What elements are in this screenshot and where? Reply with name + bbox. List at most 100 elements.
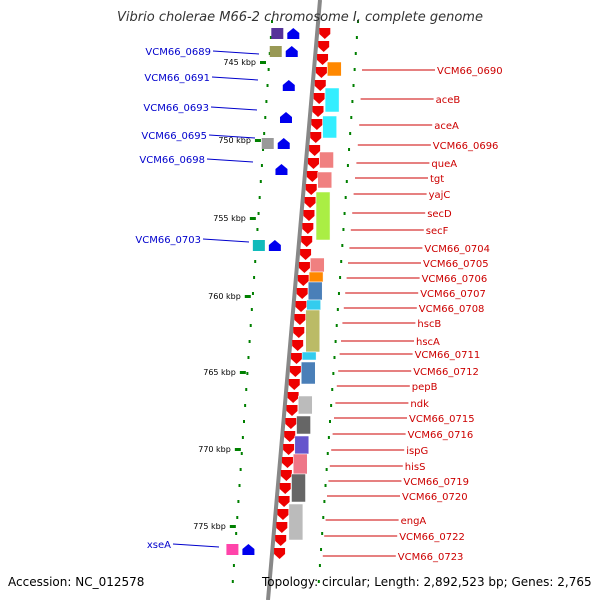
forward-gene-label[interactable]: VCM66_0704 bbox=[424, 244, 490, 255]
scale-label: 765 kbp bbox=[203, 368, 236, 377]
scale-tick bbox=[249, 217, 256, 220]
reverse-gene-leader bbox=[210, 106, 258, 111]
forward-gene-label[interactable]: engA bbox=[401, 516, 427, 527]
forward-gene-label[interactable]: VCM66_0696 bbox=[433, 141, 499, 152]
ring-dot bbox=[350, 116, 353, 119]
forward-gene-label[interactable]: VCM66_0723 bbox=[398, 552, 464, 563]
reverse-gene-label[interactable]: VCM66_0695 bbox=[141, 131, 207, 142]
ring-dot bbox=[351, 100, 354, 103]
ring-dot bbox=[248, 340, 251, 343]
ring-dot bbox=[267, 68, 270, 71]
forward-gene-label[interactable]: aceB bbox=[436, 95, 461, 106]
forward-gene-label[interactable]: VCM66_0705 bbox=[423, 259, 489, 270]
topology: Topology: circular; Length: 2,892,523 bp… bbox=[262, 575, 592, 589]
ring-dot bbox=[335, 324, 338, 327]
reverse-gene-leader bbox=[211, 76, 259, 81]
ring-dot bbox=[339, 276, 342, 279]
forward-gene-arrow bbox=[294, 314, 306, 325]
ring-dot bbox=[236, 516, 239, 519]
reverse-gene-arrow bbox=[282, 80, 295, 91]
forward-gene-label[interactable]: VCM66_0707 bbox=[420, 289, 486, 300]
reverse-gene-arrow bbox=[279, 112, 292, 123]
forward-gene-label[interactable]: VCM66_0706 bbox=[422, 274, 488, 285]
reverse-gene-label[interactable]: xseA bbox=[147, 540, 171, 551]
forward-gene-arrow bbox=[317, 54, 329, 65]
forward-gene-label[interactable]: secF bbox=[426, 226, 449, 237]
forward-gene-label[interactable]: tgt bbox=[430, 174, 444, 185]
forward-gene-arrow bbox=[304, 197, 316, 208]
reverse-gene-leader bbox=[202, 238, 250, 243]
forward-gene-arrow bbox=[312, 106, 324, 117]
forward-gene-label[interactable]: queA bbox=[431, 159, 457, 170]
forward-gene-arrow bbox=[310, 132, 322, 143]
ring-dot bbox=[325, 468, 328, 471]
forward-gene-label[interactable]: VCM66_0719 bbox=[403, 477, 469, 488]
forward-gene-arrow bbox=[280, 470, 292, 481]
forward-gene-label[interactable]: hscA bbox=[416, 337, 440, 348]
forward-gene-label[interactable]: secD bbox=[427, 209, 452, 220]
scale-tick bbox=[229, 525, 236, 528]
ring-dot bbox=[245, 388, 248, 391]
forward-gene-label[interactable]: VCM66_0716 bbox=[408, 430, 474, 441]
scale-label: 755 kbp bbox=[213, 214, 246, 223]
ring-dot bbox=[352, 84, 355, 87]
gene-category-block bbox=[288, 503, 304, 541]
ring-dot bbox=[259, 180, 262, 183]
ring-dot bbox=[344, 196, 347, 199]
ring-dot bbox=[341, 244, 344, 247]
reverse-gene-label[interactable]: VCM66_0703 bbox=[135, 235, 201, 246]
forward-gene-label[interactable]: VCM66_0690 bbox=[437, 66, 503, 77]
reverse-gene-label[interactable]: VCM66_0698 bbox=[139, 155, 205, 166]
accession: Accession: NC_012578 bbox=[8, 575, 145, 589]
reverse-gene-arrow bbox=[275, 164, 288, 175]
forward-gene-arrow bbox=[302, 223, 314, 234]
gene-category-block bbox=[291, 473, 306, 503]
gene-category-block bbox=[324, 87, 340, 113]
gene-category-block bbox=[327, 61, 342, 77]
forward-gene-arrow bbox=[298, 262, 310, 273]
ring-dot bbox=[235, 532, 238, 535]
ring-dot bbox=[330, 404, 333, 407]
forward-gene-label[interactable]: VCM66_0712 bbox=[413, 367, 479, 378]
forward-gene-arrow bbox=[284, 431, 296, 442]
ring-dot bbox=[254, 260, 257, 263]
ring-dot bbox=[231, 580, 234, 583]
forward-gene-arrow bbox=[307, 158, 319, 169]
ring-dot bbox=[244, 404, 247, 407]
forward-gene-arrow bbox=[277, 509, 289, 520]
forward-gene-label[interactable]: VCM66_0711 bbox=[415, 350, 481, 361]
ring-dot bbox=[269, 36, 272, 39]
gene-category-block bbox=[305, 309, 321, 353]
reverse-gene-label[interactable]: VCM66_0691 bbox=[144, 73, 210, 84]
forward-gene-arrow bbox=[275, 535, 287, 546]
ring-dot bbox=[241, 436, 244, 439]
forward-gene-label[interactable]: ndk bbox=[410, 399, 429, 410]
forward-gene-label[interactable]: VCM66_0720 bbox=[402, 492, 468, 503]
gene-category-block bbox=[308, 271, 324, 283]
ring-dot bbox=[265, 100, 268, 103]
forward-gene-label[interactable]: ispG bbox=[406, 446, 428, 457]
forward-gene-arrow bbox=[283, 444, 295, 455]
forward-gene-label[interactable]: hscB bbox=[417, 319, 441, 330]
forward-gene-label[interactable]: yajC bbox=[429, 190, 451, 201]
reverse-gene-block bbox=[252, 240, 265, 251]
scale-tick bbox=[260, 61, 266, 64]
reverse-gene-block bbox=[269, 46, 282, 57]
reverse-gene-label[interactable]: VCM66_0689 bbox=[145, 47, 211, 58]
forward-gene-label[interactable]: aceA bbox=[434, 121, 459, 132]
reverse-gene-label[interactable]: VCM66_0693 bbox=[143, 103, 209, 114]
gene-category-block bbox=[319, 151, 334, 169]
forward-gene-label[interactable]: hisS bbox=[405, 462, 426, 473]
forward-gene-arrow bbox=[278, 496, 290, 507]
ring-dot bbox=[239, 468, 242, 471]
forward-gene-label[interactable]: VCM66_0722 bbox=[399, 532, 465, 543]
forward-gene-label[interactable]: VCM66_0715 bbox=[409, 414, 475, 425]
ring-dot bbox=[354, 52, 357, 55]
ring-dot bbox=[257, 212, 260, 215]
forward-gene-label[interactable]: pepB bbox=[412, 382, 438, 393]
gene-category-block bbox=[322, 115, 337, 139]
forward-gene-label[interactable]: VCM66_0708 bbox=[419, 304, 485, 315]
forward-gene-arrow bbox=[314, 80, 326, 91]
forward-gene-arrow bbox=[295, 301, 307, 312]
scale-tick bbox=[244, 295, 251, 298]
